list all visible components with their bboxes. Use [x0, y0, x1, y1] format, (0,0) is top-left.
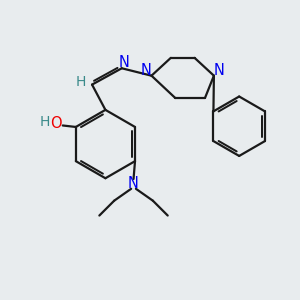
Text: O: O [50, 116, 62, 131]
Text: N: N [118, 56, 129, 70]
Text: N: N [128, 176, 139, 191]
Text: N: N [141, 63, 152, 78]
Text: H: H [40, 115, 50, 129]
Text: H: H [76, 75, 86, 89]
Text: N: N [214, 63, 225, 78]
